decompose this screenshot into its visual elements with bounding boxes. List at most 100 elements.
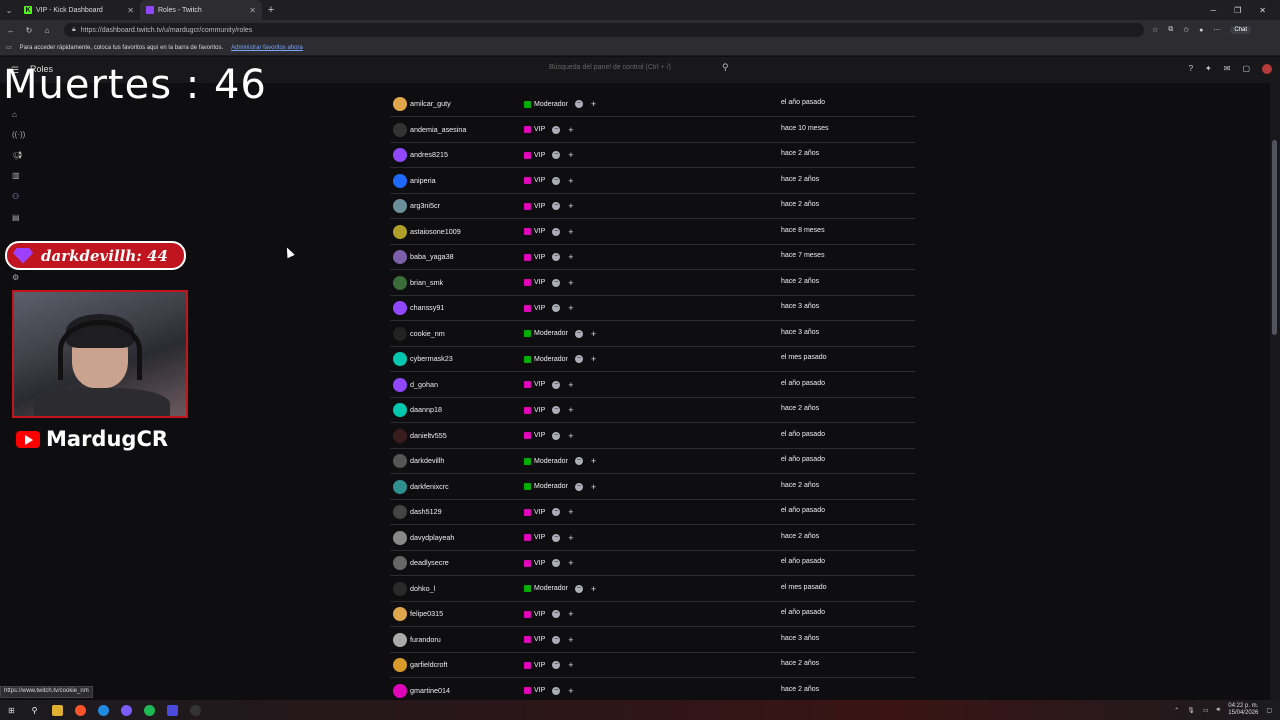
add-role-button[interactable]: + [590,481,597,492]
username[interactable]: gmartine014 [410,685,450,695]
add-role-button[interactable]: + [568,124,574,135]
user-avatar-icon[interactable] [393,607,407,621]
notification-icon[interactable]: ▢ [1266,707,1272,714]
profile-icon[interactable]: ● [1199,26,1204,34]
add-role-button[interactable]: + [568,150,574,160]
tab-menu-icon[interactable]: ⌄ [5,5,13,15]
user-avatar-icon[interactable] [393,658,407,672]
add-role-button[interactable]: + [568,558,574,568]
remove-role-button[interactable]: − [552,151,561,159]
user-avatar-icon[interactable] [393,454,407,468]
obs-icon[interactable] [190,704,201,716]
new-tab-button[interactable]: + [267,4,275,16]
chat-button[interactable]: Chat [1230,26,1252,34]
content-icon[interactable]: ▤ [12,213,20,222]
app-icon[interactable] [167,704,178,716]
explorer-icon[interactable] [52,704,63,716]
user-avatar-icon[interactable] [393,122,407,137]
volume-icon[interactable]: 🔊︎ [1216,706,1221,713]
username[interactable]: darkdevillh [410,456,445,465]
username[interactable]: danieltv555 [410,430,447,440]
add-role-button[interactable]: + [568,303,574,313]
remove-role-button[interactable]: − [574,457,583,465]
add-role-button[interactable]: + [568,685,574,696]
user-avatar-icon[interactable] [393,250,407,264]
discord-icon[interactable] [121,704,132,716]
username[interactable]: aniperia [410,175,436,185]
username[interactable]: felipe0315 [410,609,444,618]
user-avatar-icon[interactable] [393,173,407,188]
whispers-icon[interactable]: ▢ [1242,64,1250,73]
username[interactable]: dash5129 [410,507,442,516]
close-icon[interactable]: ✕ [127,5,134,15]
user-avatar-icon[interactable] [393,148,407,162]
add-role-button[interactable]: + [568,609,574,619]
user-avatar-icon[interactable] [393,479,407,494]
user-avatar-icon[interactable] [393,224,407,239]
add-role-button[interactable]: + [590,583,597,594]
add-role-button[interactable]: + [568,277,574,288]
remove-role-button[interactable]: − [574,100,583,108]
remove-role-button[interactable]: − [552,278,561,287]
minimize-icon[interactable]: ─ [1210,5,1217,15]
extensions-icon[interactable]: ⧉ [1168,26,1174,33]
start-icon[interactable]: ⊞ [8,705,15,715]
add-role-button[interactable]: + [568,634,574,645]
add-role-button[interactable]: + [568,175,574,186]
user-avatar-icon[interactable] [393,403,407,417]
remove-role-button[interactable]: − [552,431,561,440]
spotify-icon[interactable] [144,704,155,716]
search-input[interactable]: Búsqueda del panel de control (Ctrl + /) [549,64,671,71]
add-role-button[interactable]: + [568,226,574,237]
user-avatar-icon[interactable] [393,428,407,443]
inbox-icon[interactable]: ✉ [1223,64,1231,73]
remove-role-button[interactable]: − [574,584,583,593]
home-icon[interactable]: ⌂ [12,110,17,119]
chevron-up-icon[interactable]: ⌃ [1174,707,1180,714]
remove-role-button[interactable]: − [552,253,561,261]
search-icon[interactable]: ⚲ [31,705,38,715]
user-avatar-icon[interactable] [393,275,407,290]
remove-role-button[interactable]: − [552,380,561,389]
close-icon[interactable]: ✕ [249,5,256,15]
username[interactable]: daannp18 [410,405,442,414]
star-icon[interactable]: ☆ [1152,27,1159,34]
close-window-icon[interactable]: ✕ [1259,5,1266,15]
add-role-button[interactable]: + [590,99,597,109]
username[interactable]: baba_yaga38 [410,252,454,261]
user-avatar-icon[interactable] [393,581,407,596]
tab-kick-dashboard[interactable]: K VIP - Kick Dashboard ✕ [18,0,140,20]
username[interactable]: andemia_asesina [410,124,467,134]
avatar[interactable] [1262,64,1272,74]
user-avatar-icon[interactable] [393,683,407,698]
username[interactable]: d_gohan [410,379,438,389]
username[interactable]: garfieldcroft [410,660,448,669]
scrollbar[interactable] [1270,83,1280,700]
user-avatar-icon[interactable] [393,556,407,570]
magic-icon[interactable]: ✦ [1205,64,1212,73]
edge-icon[interactable] [98,704,109,716]
user-avatar-icon[interactable] [393,326,407,341]
remove-role-button[interactable]: − [552,202,561,210]
community-icon[interactable]: ⚇ [12,192,20,201]
settings-icon[interactable]: ⚙ [12,273,20,282]
favorites-icon[interactable]: ✩ [1183,27,1190,34]
analytics-icon[interactable]: ▥ [12,171,20,180]
remove-role-button[interactable]: − [574,355,583,363]
username[interactable]: davydplayeah [410,532,455,542]
remove-role-button[interactable]: − [552,635,561,644]
add-role-button[interactable]: + [568,660,574,670]
remove-role-button[interactable]: − [552,227,561,236]
menu-icon[interactable]: ☰ [11,65,20,75]
username[interactable]: amilcar_guty [410,99,451,108]
add-role-button[interactable]: + [568,201,574,211]
remove-role-button[interactable]: − [552,508,561,516]
remove-role-button[interactable]: − [552,125,561,134]
stream-icon[interactable]: ((·)) [12,130,26,139]
user-avatar-icon[interactable] [393,530,407,545]
user-avatar-icon[interactable] [393,97,407,111]
remove-role-button[interactable]: − [552,406,561,414]
add-role-button[interactable]: + [568,532,574,543]
remove-role-button[interactable]: − [552,661,561,669]
remove-role-button[interactable]: − [552,610,561,618]
